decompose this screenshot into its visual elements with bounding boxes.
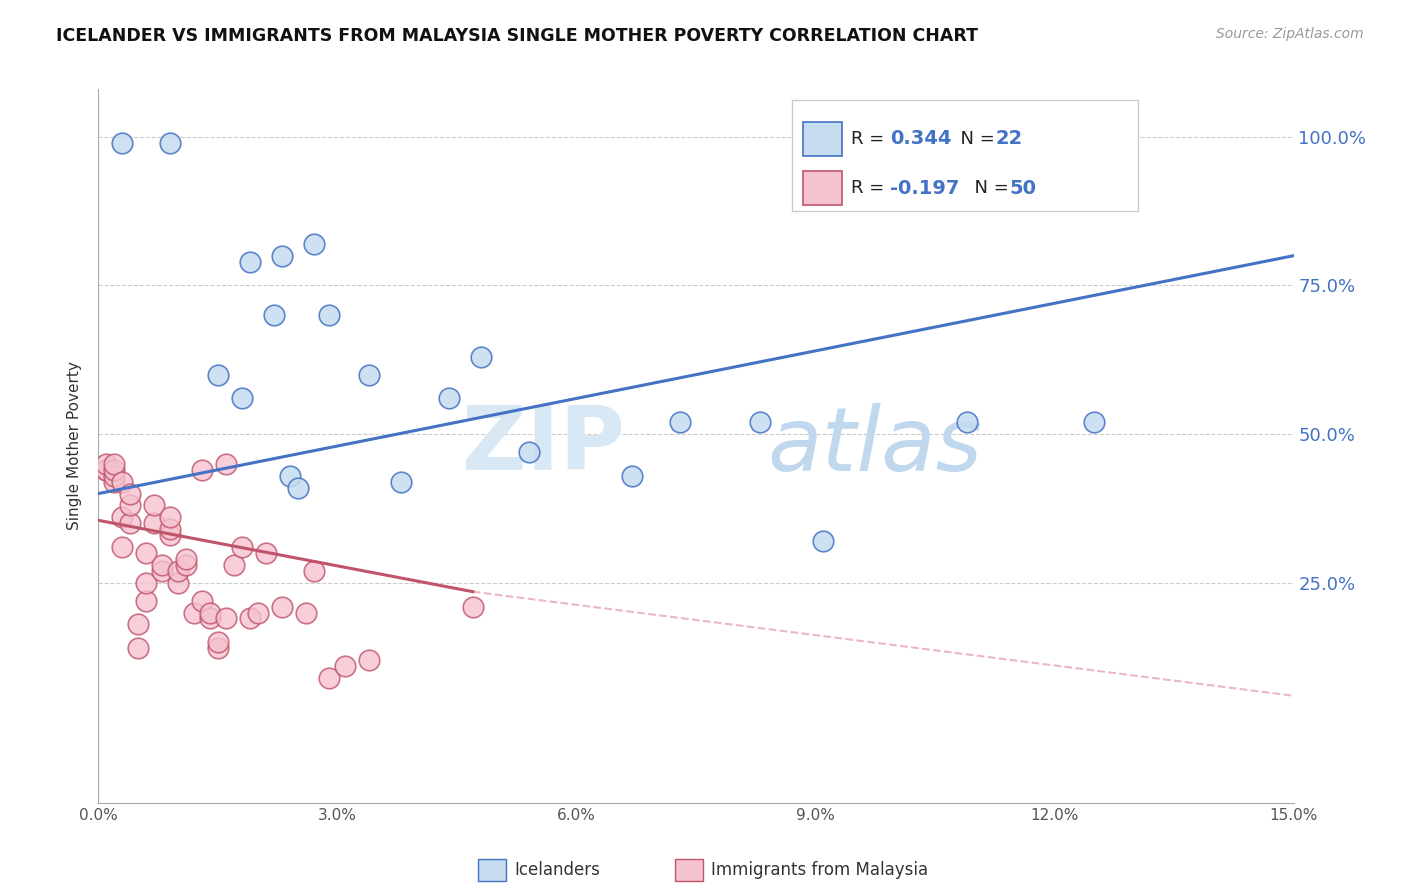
Point	[231, 540, 253, 554]
Point	[159, 528, 181, 542]
Point	[302, 564, 325, 578]
Point	[335, 659, 357, 673]
Point	[621, 468, 644, 483]
Point	[956, 415, 979, 429]
Text: 22: 22	[995, 129, 1022, 148]
Point	[127, 617, 149, 632]
Text: Immigrants from Malaysia: Immigrants from Malaysia	[711, 861, 928, 879]
Point	[254, 546, 277, 560]
Point	[813, 534, 835, 549]
Point	[215, 611, 238, 625]
Point	[167, 564, 190, 578]
Point	[318, 671, 340, 685]
Text: ICELANDER VS IMMIGRANTS FROM MALAYSIA SINGLE MOTHER POVERTY CORRELATION CHART: ICELANDER VS IMMIGRANTS FROM MALAYSIA SI…	[56, 27, 979, 45]
Point	[174, 552, 197, 566]
Point	[183, 606, 205, 620]
Text: 50: 50	[1010, 179, 1036, 198]
Point	[96, 457, 118, 471]
Point	[120, 486, 142, 500]
Point	[669, 415, 692, 429]
Point	[239, 611, 262, 625]
Point	[359, 653, 381, 667]
Point	[270, 599, 292, 614]
Point	[150, 558, 173, 572]
Point	[517, 445, 540, 459]
Point	[111, 475, 134, 489]
Point	[246, 606, 269, 620]
Point	[159, 510, 181, 524]
Point	[120, 499, 142, 513]
Point	[167, 575, 190, 590]
Text: N =: N =	[963, 179, 1015, 197]
Point	[191, 593, 214, 607]
Point	[143, 499, 166, 513]
Point	[207, 641, 229, 656]
Point	[389, 475, 412, 489]
Point	[222, 558, 245, 572]
Point	[174, 558, 197, 572]
Y-axis label: Single Mother Poverty: Single Mother Poverty	[67, 361, 83, 531]
Point	[96, 463, 118, 477]
Text: Source: ZipAtlas.com: Source: ZipAtlas.com	[1216, 27, 1364, 41]
Text: -0.197: -0.197	[890, 179, 959, 198]
Text: R =: R =	[851, 179, 890, 197]
Text: atlas: atlas	[768, 403, 983, 489]
Point	[111, 136, 134, 150]
Text: R =: R =	[851, 129, 890, 147]
Point	[263, 308, 285, 322]
Point	[748, 415, 770, 429]
Point	[150, 564, 173, 578]
Point	[215, 457, 238, 471]
Point	[207, 368, 229, 382]
Point	[278, 468, 301, 483]
Point	[294, 606, 316, 620]
Point	[120, 516, 142, 531]
Point	[135, 546, 157, 560]
Text: 0.344: 0.344	[890, 129, 952, 148]
Point	[191, 463, 214, 477]
Point	[111, 540, 134, 554]
Point	[159, 136, 181, 150]
Point	[135, 575, 157, 590]
Point	[1083, 415, 1105, 429]
Point	[207, 635, 229, 649]
Point	[270, 249, 292, 263]
Point	[159, 522, 181, 536]
Text: ZIP: ZIP	[461, 402, 624, 490]
Point	[359, 368, 381, 382]
Point	[287, 481, 309, 495]
Point	[198, 606, 221, 620]
Point	[111, 510, 134, 524]
Point	[461, 599, 484, 614]
Point	[135, 593, 157, 607]
Text: Icelanders: Icelanders	[515, 861, 600, 879]
Point	[239, 254, 262, 268]
Point	[198, 611, 221, 625]
Point	[143, 516, 166, 531]
Point	[103, 457, 125, 471]
Point	[103, 468, 125, 483]
Point	[103, 463, 125, 477]
Point	[302, 236, 325, 251]
Point	[96, 463, 118, 477]
Point	[103, 475, 125, 489]
Text: N =: N =	[949, 129, 1001, 147]
Point	[470, 350, 492, 364]
Point	[437, 392, 460, 406]
Point	[231, 392, 253, 406]
Point	[318, 308, 340, 322]
Point	[127, 641, 149, 656]
